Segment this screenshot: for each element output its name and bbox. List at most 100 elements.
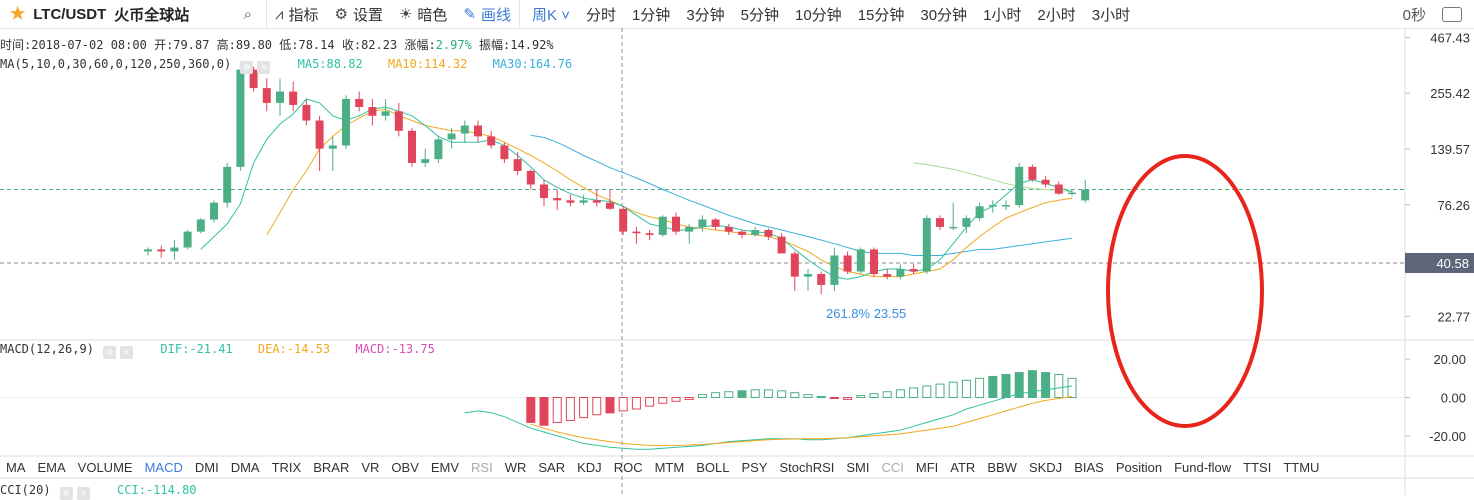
candle-body (1041, 179, 1050, 185)
macd-histogram-bar (1067, 377, 1077, 399)
pair-name: LTC/USDT (33, 5, 107, 23)
period-8[interactable]: 1小时 (983, 6, 1022, 24)
draw-label: 画线 (481, 6, 512, 24)
macd-histogram-bar (909, 387, 919, 398)
candle-body (196, 219, 205, 232)
candle-body (698, 219, 707, 227)
annotation-ellipse (1106, 154, 1264, 428)
period-4[interactable]: 5分钟 (740, 6, 779, 24)
dark-mode-button[interactable]: ☀ 暗色 (391, 0, 455, 28)
draw-button[interactable]: ✎ 画线 (455, 0, 519, 28)
price-tick-label: 76.26 (1437, 198, 1470, 213)
search-icon[interactable]: ⌕ (243, 5, 252, 23)
fibonacci-label: 261.8% 23.55 (826, 306, 907, 321)
macd-histogram-bar (684, 397, 694, 400)
star-icon[interactable]: ★ (10, 4, 26, 23)
candle-body (540, 184, 548, 199)
indicator-stochrsi[interactable]: StochRSI (779, 459, 835, 475)
indicator-bbw[interactable]: BBW (987, 459, 1017, 475)
indicator-trix[interactable]: TRIX (271, 459, 302, 475)
indicator-macd[interactable]: MACD (144, 459, 183, 475)
indicator-sar[interactable]: SAR (538, 459, 566, 475)
macd-histogram-bar (843, 397, 853, 400)
gear-icon[interactable]: ⚙ (59, 487, 73, 500)
candle-body (579, 200, 588, 203)
macd-histogram-bar (697, 394, 707, 398)
candle-body (289, 91, 298, 105)
indicator-dma[interactable]: DMA (230, 459, 260, 475)
indicators-button[interactable]: ⩘ 指标 (267, 0, 326, 28)
indicator-rsi[interactable]: RSI (471, 459, 493, 475)
period-5[interactable]: 10分钟 (795, 6, 842, 24)
indicator-roc[interactable]: ROC (613, 459, 643, 475)
indicator-vr[interactable]: VR (361, 459, 380, 475)
candle-body (223, 166, 232, 203)
amplitude-value: 14.92% (510, 38, 554, 52)
candle-body (210, 202, 218, 220)
period-0[interactable]: 周K ˅ (532, 6, 570, 24)
period-10[interactable]: 3小时 (1091, 6, 1131, 24)
candle-body (276, 91, 284, 103)
cci-spec: CCI(20) (0, 483, 51, 497)
indicator-skdj[interactable]: SKDJ (1028, 459, 1063, 475)
macd-histogram-bar (526, 397, 536, 423)
close-icon[interactable]: ✕ (257, 61, 271, 74)
candle-body (777, 236, 786, 254)
candle-body (606, 202, 614, 209)
period-2[interactable]: 1分钟 (631, 6, 671, 24)
candle-body (460, 125, 469, 134)
candle-body (553, 198, 562, 201)
candle-body (909, 269, 918, 272)
candle-body (368, 106, 377, 116)
indicator-position[interactable]: Position (1115, 459, 1163, 475)
indicator-cci[interactable]: CCI (881, 459, 904, 475)
indicator-fund-flow[interactable]: Fund-flow (1174, 459, 1232, 475)
price-tick-label: 467.43 (1430, 30, 1470, 45)
indicator-ttsi[interactable]: TTSI (1243, 459, 1272, 475)
indicator-mtm[interactable]: MTM (654, 459, 685, 475)
close-icon[interactable]: ✕ (120, 346, 134, 359)
candle-body (936, 218, 944, 227)
indicator-dmi[interactable]: DMI (194, 459, 219, 475)
period-6[interactable]: 15分钟 (857, 6, 905, 24)
indicator-volume[interactable]: VOLUME (77, 459, 133, 475)
candle-body (500, 145, 509, 160)
low-label: 低: (279, 38, 299, 52)
candle-body (685, 226, 694, 232)
settings-button[interactable]: ⚙ 设置 (326, 0, 390, 28)
indicator-boll[interactable]: BOLL (696, 459, 730, 475)
indicator-bias[interactable]: BIAS (1074, 459, 1104, 475)
macd-histogram-bar (552, 397, 562, 423)
indicator-kdj[interactable]: KDJ (577, 459, 602, 475)
indicator-psy[interactable]: PSY (741, 459, 768, 475)
period-3[interactable]: 3分钟 (686, 6, 725, 24)
indicator-ema[interactable]: EMA (37, 459, 66, 475)
indicator-emv[interactable]: EMV (430, 459, 460, 475)
macd-histogram-bar (1054, 374, 1064, 398)
candle-body (896, 269, 905, 277)
indicator-mfi[interactable]: MFI (915, 459, 939, 475)
gear-icon[interactable]: ⚙ (240, 61, 254, 74)
indicator-smi[interactable]: SMI (846, 459, 870, 475)
close-icon[interactable]: ✕ (76, 487, 90, 500)
candle-body (658, 216, 667, 235)
indicator-brar[interactable]: BRAR (313, 459, 350, 475)
period-1[interactable]: 分时 (585, 6, 616, 24)
gear-icon[interactable]: ⚙ (103, 346, 117, 359)
macd-histogram-bar (856, 395, 866, 399)
indicator-ttmu[interactable]: TTMU (1283, 459, 1320, 475)
indicator-wr[interactable]: WR (504, 459, 527, 475)
candle-body (447, 133, 456, 140)
indicator-ma[interactable]: MA (6, 459, 26, 475)
chart-icon: ⩘ (275, 5, 284, 23)
screenshot-button[interactable] (1434, 0, 1474, 28)
period-7[interactable]: 30分钟 (920, 6, 968, 24)
period-9[interactable]: 2小时 (1037, 6, 1076, 24)
candle-body (183, 231, 192, 248)
chart-canvas[interactable]: 467.43 255.42 139.57 76.26 40.58 22.77 20.00 0.… (0, 28, 1474, 495)
indicator-obv[interactable]: OBV (391, 459, 419, 475)
dea-line (530, 396, 1073, 446)
candle-body (566, 200, 575, 203)
candle-body (236, 69, 245, 167)
indicator-atr[interactable]: ATR (950, 459, 976, 475)
